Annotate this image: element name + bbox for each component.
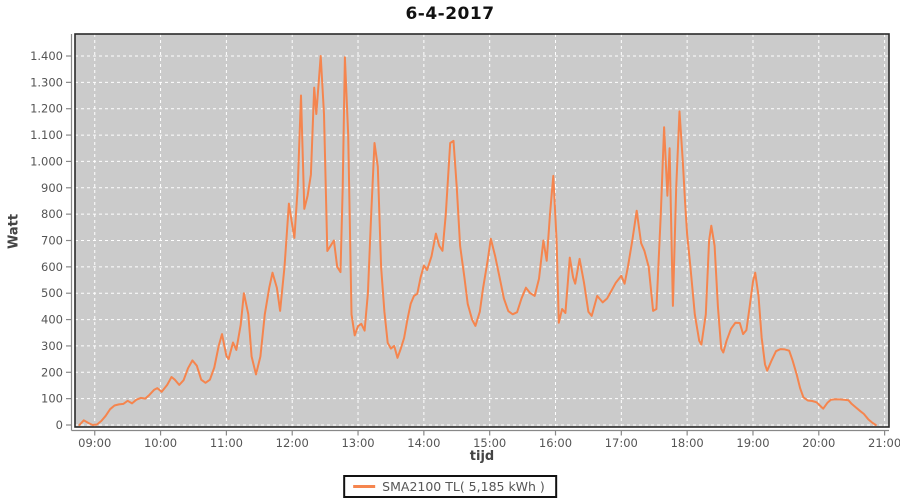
x-tick-label: 17:00 — [605, 436, 638, 450]
y-tick-label: 1.100 — [30, 128, 63, 142]
y-tick-label: 900 — [41, 181, 63, 195]
x-tick-label: 20:00 — [802, 436, 835, 450]
y-tick-label: 600 — [41, 260, 63, 274]
legend: SMA2100 TL( 5,185 kWh ) — [343, 475, 557, 498]
y-tick-label: 0 — [56, 418, 63, 432]
y-tick-label: 1.200 — [30, 102, 63, 116]
y-tick-label: 800 — [41, 207, 63, 221]
x-tick-label: 11:00 — [210, 436, 243, 450]
x-tick-label: 15:00 — [473, 436, 506, 450]
y-tick-label: 1.400 — [30, 49, 63, 63]
chart-title: 6-4-2017 — [405, 4, 495, 24]
y-tick-label: 1.000 — [30, 154, 63, 168]
y-tick-label: 400 — [41, 313, 63, 327]
y-tick-label: 1.300 — [30, 75, 63, 89]
plot-border — [74, 33, 890, 428]
x-tick-label: 18:00 — [671, 436, 704, 450]
plot-svg: 0 100 200 300 400 500 600 700 800 900 1.000 1.100 1.… — [30, 33, 900, 450]
series-line — [78, 55, 877, 426]
x-tick-label: 14:00 — [407, 436, 440, 450]
x-tick-label: 09:00 — [78, 436, 111, 450]
x-tick-label: 13:00 — [341, 436, 374, 450]
x-axis-label: tijd — [469, 449, 495, 464]
x-tick-label: 16:00 — [539, 436, 572, 450]
y-tick-label: 200 — [41, 365, 63, 379]
x-tick-label: 12:00 — [276, 436, 309, 450]
y-tick-label: 500 — [41, 286, 63, 300]
y-tick-label: 300 — [41, 339, 63, 353]
x-tick-label: 10:00 — [144, 436, 177, 450]
plot-area — [75, 34, 889, 427]
legend-series-label: SMA2100 TL( 5,185 kWh ) — [382, 479, 545, 494]
y-tick-label: 700 — [41, 234, 63, 248]
y-tick-label: 100 — [41, 392, 63, 406]
x-tick-label: 21:00 — [868, 436, 900, 450]
legend-line-swatch — [353, 485, 376, 488]
x-tick-label: 19:00 — [736, 436, 769, 450]
